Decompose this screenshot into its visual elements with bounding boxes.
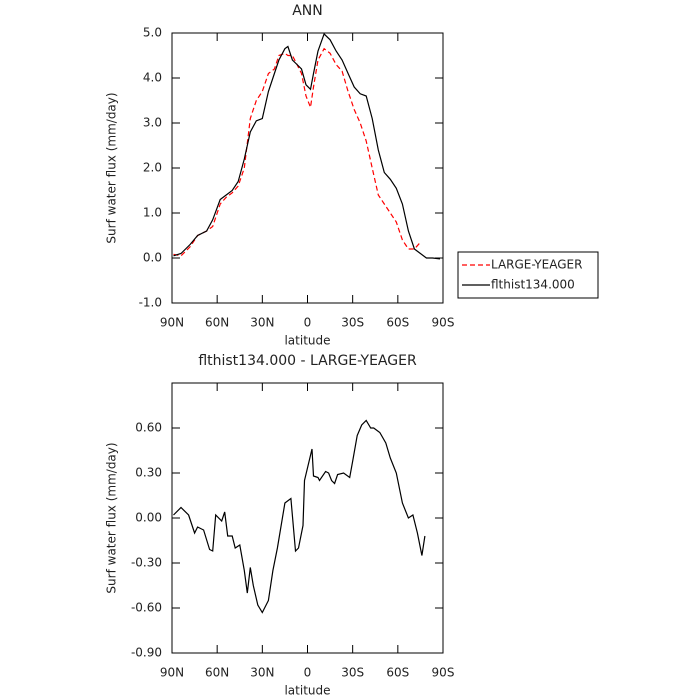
chart-title: flthist134.000 - LARGE-YEAGER bbox=[198, 353, 417, 369]
x-tick-label: 30N bbox=[250, 666, 274, 680]
plot-frame bbox=[171, 382, 444, 654]
x-tick-label: 30S bbox=[341, 666, 364, 680]
x-tick-label: 60S bbox=[386, 316, 409, 330]
data-line bbox=[173, 32, 441, 260]
y-tick-label: 0.00 bbox=[135, 511, 162, 525]
y-tick-label: 5.0 bbox=[143, 26, 162, 40]
y-axis-label: Surf water flux (mm/day) bbox=[105, 92, 119, 243]
data-line bbox=[173, 47, 421, 257]
plot-frame bbox=[171, 32, 444, 304]
y-axis-label: Surf water flux (mm/day) bbox=[105, 442, 119, 593]
y-tick-label: 1.0 bbox=[143, 206, 162, 220]
y-tick-label: 4.0 bbox=[143, 71, 162, 85]
x-tick-label: 30S bbox=[341, 316, 364, 330]
x-tick-label: 90S bbox=[432, 666, 455, 680]
x-tick-label: 90N bbox=[160, 316, 184, 330]
data-line bbox=[173, 419, 426, 614]
y-tick-label: 2.0 bbox=[143, 161, 162, 175]
y-tick-label: -1.0 bbox=[139, 296, 162, 310]
x-tick-label: 30N bbox=[250, 316, 274, 330]
x-axis-label: latitude bbox=[284, 334, 330, 348]
x-tick-label: 60N bbox=[205, 316, 229, 330]
x-axis-label: latitude bbox=[284, 684, 330, 698]
legend-label: LARGE-YEAGER bbox=[491, 258, 582, 272]
y-tick-label: -0.60 bbox=[131, 601, 162, 615]
x-tick-label: 60S bbox=[386, 666, 409, 680]
x-tick-label: 0 bbox=[304, 666, 312, 680]
y-tick-label: 0.30 bbox=[135, 466, 162, 480]
y-tick-label: 0.60 bbox=[135, 421, 162, 435]
y-tick-label: 3.0 bbox=[143, 116, 162, 130]
legend-box bbox=[457, 251, 599, 299]
legend-label: flthist134.000 bbox=[491, 278, 575, 292]
chart-title: ANN bbox=[292, 3, 323, 19]
x-tick-label: 0 bbox=[304, 316, 312, 330]
x-tick-label: 90S bbox=[432, 316, 455, 330]
y-tick-label: 0.0 bbox=[143, 251, 162, 265]
y-tick-label: -0.30 bbox=[131, 556, 162, 570]
x-tick-label: 60N bbox=[205, 666, 229, 680]
y-tick-label: -0.90 bbox=[131, 646, 162, 660]
x-tick-label: 90N bbox=[160, 666, 184, 680]
